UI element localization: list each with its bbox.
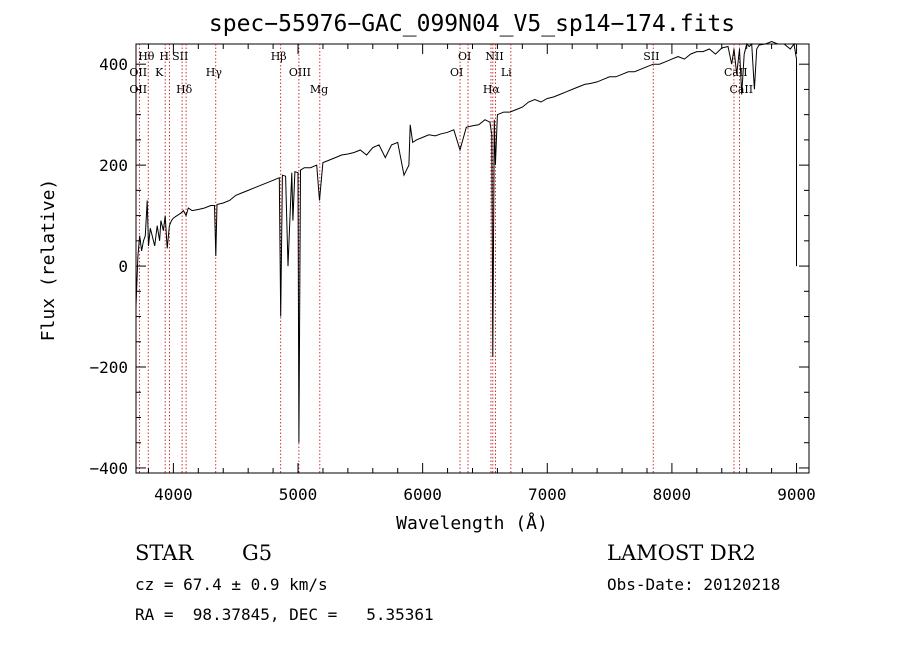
annotation-label: Li (501, 66, 512, 79)
ra-dec: RA = 98.37845, DEC = 5.35361 (135, 605, 434, 624)
plot-frame (135, 43, 810, 474)
annotation-label: CaII (724, 66, 748, 79)
x-tick-label: 9000 (777, 485, 816, 504)
x-axis-label: Wavelength (Å) (396, 512, 548, 534)
x-tick-label: 6000 (403, 485, 442, 504)
annotation-label: SII (643, 50, 659, 63)
redshift-cz: cz = 67.4 ± 0.9 km/s (135, 575, 328, 594)
observation-date: Obs-Date: 20120218 (607, 575, 781, 594)
y-axis-label: Flux (relative) (38, 179, 59, 342)
annotation-label: OI (450, 66, 463, 79)
survey-name: LAMOST DR2 (607, 541, 756, 565)
x-tick-label: 4000 (154, 485, 193, 504)
chart-title: spec−55976−GAC_099N04_V5_sp14−174.fits (209, 11, 735, 37)
y-tick-label: −400 (89, 459, 128, 478)
x-tick-label: 5000 (279, 485, 318, 504)
object-subclass: G5 (242, 541, 273, 565)
y-tick-label: −200 (89, 358, 128, 377)
object-class: STAR (135, 541, 194, 565)
spectrum-line (135, 40, 797, 443)
line-annotations: HθOIIOIIHKSIIHδHγHβOIIIMgOIOIHαNIILiSIIC… (129, 50, 753, 96)
annotation-label: OII (129, 66, 147, 79)
line-markers (138, 44, 740, 473)
annotation-label: SII (172, 50, 188, 63)
annotation-label: H (159, 50, 169, 63)
x-axis-ticks: 4000 5000 6000 7000 8000 9000 (147, 44, 816, 504)
annotation-label: Hα (483, 83, 501, 96)
annotation-label: NII (485, 50, 503, 63)
annotation-label: Hδ (176, 83, 193, 96)
annotation-label: Mg (310, 83, 328, 96)
annotation-label: Hθ (138, 50, 155, 63)
y-axis-ticks: −400 −200 0 200 400 (89, 55, 809, 478)
annotation-label: Hγ (206, 66, 223, 79)
annotation-label: OI (458, 50, 471, 63)
annotation-label: Hβ (271, 50, 287, 63)
annotation-label: K (155, 66, 164, 79)
y-tick-label: 200 (99, 156, 128, 175)
y-tick-label: 0 (118, 257, 128, 276)
annotation-label: OIII (289, 66, 311, 79)
x-tick-label: 7000 (528, 485, 567, 504)
x-tick-label: 8000 (653, 485, 692, 504)
y-tick-label: 400 (99, 55, 128, 74)
